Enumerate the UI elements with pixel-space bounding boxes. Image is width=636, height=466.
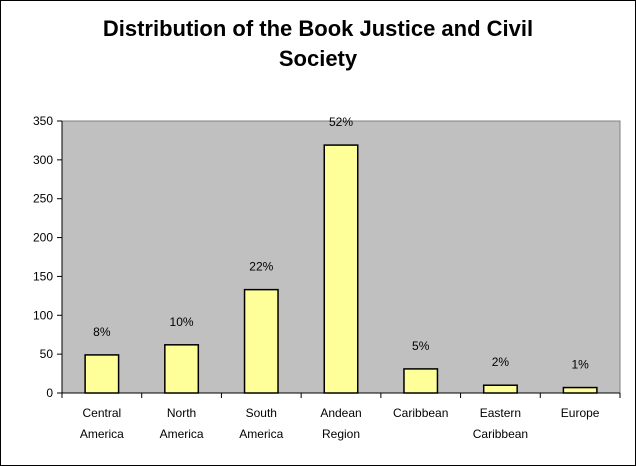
y-tick-label: 250 [33, 192, 53, 206]
category-labels: Central America North America South America An… [80, 406, 600, 441]
y-tick-label: 100 [33, 308, 53, 322]
bar [164, 344, 200, 394]
x-category-label: South America [239, 406, 283, 441]
bar [562, 386, 598, 394]
bars [84, 144, 598, 394]
bar-data-label: 10% [170, 315, 194, 329]
chart-title: Distribution of the Book Justice and Civ… [0, 14, 636, 74]
y-tick-label: 200 [33, 231, 53, 245]
bar [482, 384, 518, 394]
y-tick-label: 50 [40, 347, 54, 361]
chart-title-line-2: Society [278, 46, 358, 71]
bar [403, 368, 439, 394]
x-category-label: Europe [561, 406, 600, 420]
y-tick-label: 0 [46, 386, 53, 400]
y-tick-label: 350 [33, 114, 53, 128]
bar-data-label: 2% [492, 355, 510, 369]
bar-data-label: 5% [412, 339, 430, 353]
x-category-label: Caribbean [393, 406, 448, 420]
bar [84, 354, 120, 394]
y-axis: 0 50 100 150 200 250 300 350 [33, 114, 63, 400]
bar-data-label: 1% [571, 358, 589, 372]
chart-title-line-1: Distribution of the Book Justice and Civ… [102, 16, 534, 41]
x-category-label: Central America [80, 406, 124, 441]
bar-data-label: 52% [329, 115, 353, 129]
data-labels: 8% 10% 22% 52% 5% 2% 1% [93, 115, 589, 371]
bar-data-label: 8% [93, 325, 111, 339]
x-category-label: Andean Region [320, 406, 361, 441]
x-category-label: Eastern Caribbean [473, 406, 528, 441]
bar-data-label: 22% [249, 260, 273, 274]
y-tick-label: 300 [33, 153, 53, 167]
x-category-label: North America [160, 406, 204, 441]
bar [243, 288, 279, 394]
bar [323, 144, 359, 394]
y-tick-label: 150 [33, 269, 53, 283]
